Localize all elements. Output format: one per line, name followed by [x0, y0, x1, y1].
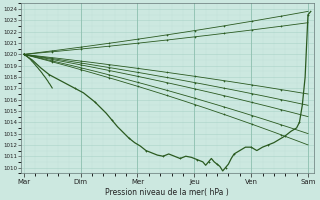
- X-axis label: Pression niveau de la mer( hPa ): Pression niveau de la mer( hPa ): [105, 188, 229, 197]
